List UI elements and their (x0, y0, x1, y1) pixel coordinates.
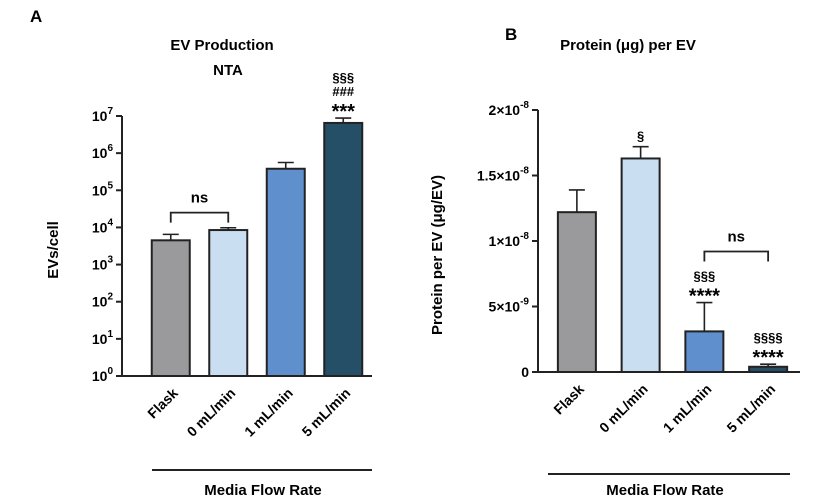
panel-b-bar (684, 330, 725, 374)
panel-a-y-tick-label: 100 (92, 366, 114, 384)
panel-a-y-tick-label: 107 (92, 106, 114, 124)
panel-a-y-tick-label: 101 (92, 329, 114, 347)
panel-a-bar (150, 239, 191, 377)
panel-a-y-tick-label: 104 (92, 217, 114, 235)
panel-b-plot: 0 5×10-9 1×10-8 1.5×10-8 2×10-8 Flask 0 mL/min… (477, 100, 800, 475)
panel-a-significance-label: §§§ (332, 70, 354, 85)
panel-a-category-label: 1 mL/min (241, 385, 296, 440)
panel-b-significance-label: **** (753, 347, 784, 369)
panel-b-significance-bracket (703, 250, 770, 262)
panel-b-significance-label: **** (689, 286, 720, 308)
panel-b-bar (620, 157, 661, 373)
panel-b-bar (748, 365, 789, 374)
panel-a-category-label: Flask (144, 385, 181, 422)
panel-a-significance-bracket (169, 211, 230, 223)
panel-a-x-axis-title: Media Flow Rate (204, 482, 322, 499)
panel-a-plot: 100 101 102 103 104 105 106 107 Flask 0 mL/min 1 m… (92, 70, 372, 471)
panel-b-x-axis-title: Media Flow Rate (606, 482, 724, 499)
panel-b-significance-label: § (637, 129, 644, 144)
panel-b-category-label: 1 mL/min (660, 381, 715, 436)
panel-a-bar (265, 167, 306, 377)
panel-a-bracket-label: ns (191, 190, 209, 207)
panel-a-y-tick-label: 106 (92, 143, 114, 161)
panel-a-y-axis-label: EVs/cell (45, 221, 62, 279)
panel-a-significance-label: *** (332, 101, 356, 123)
panel-b-title: Protein (μg) per EV (560, 37, 696, 54)
panel-a-significance-label: ### (332, 84, 354, 99)
panel-b-category-label: Flask (550, 381, 587, 418)
panel-a-subtitle: NTA (213, 62, 243, 79)
panel-b-y-axis-label: Protein per EV (μg/EV) (429, 175, 446, 335)
panel-a-y-tick-label: 103 (92, 255, 114, 273)
panel-b-significance-label: §§§§ (754, 330, 783, 345)
panel-a-letter: A (30, 7, 42, 26)
panel-b-letter: B (505, 25, 517, 44)
panel-a-title: EV Production (170, 37, 273, 54)
panel-b-category-label: 5 mL/min (723, 381, 778, 436)
panel-a-bar (323, 121, 364, 377)
panel-b-y-tick-label: 1×10-8 (489, 231, 530, 249)
panel-a-y-tick-label: 102 (92, 292, 114, 310)
panel-b-y-tick-label: 1.5×10-8 (477, 166, 530, 184)
panel-b-category-label: 0 mL/min (596, 381, 651, 436)
panel-b-y-tick-label: 0 (521, 364, 529, 380)
panel-b-significance-label: §§§ (694, 269, 716, 284)
panel-a-y-tick-label: 105 (92, 180, 114, 198)
panel-b-y-tick-label: 5×10-9 (489, 297, 530, 315)
panel-a-category-label: 0 mL/min (184, 385, 239, 440)
panel-b-bar (556, 211, 597, 373)
panel-a-category-label: 5 mL/min (299, 385, 354, 440)
panel-b-bracket-label: ns (727, 228, 745, 245)
panel-a-bar (208, 229, 249, 377)
panel-b-y-tick-label: 2×10-8 (489, 100, 530, 118)
